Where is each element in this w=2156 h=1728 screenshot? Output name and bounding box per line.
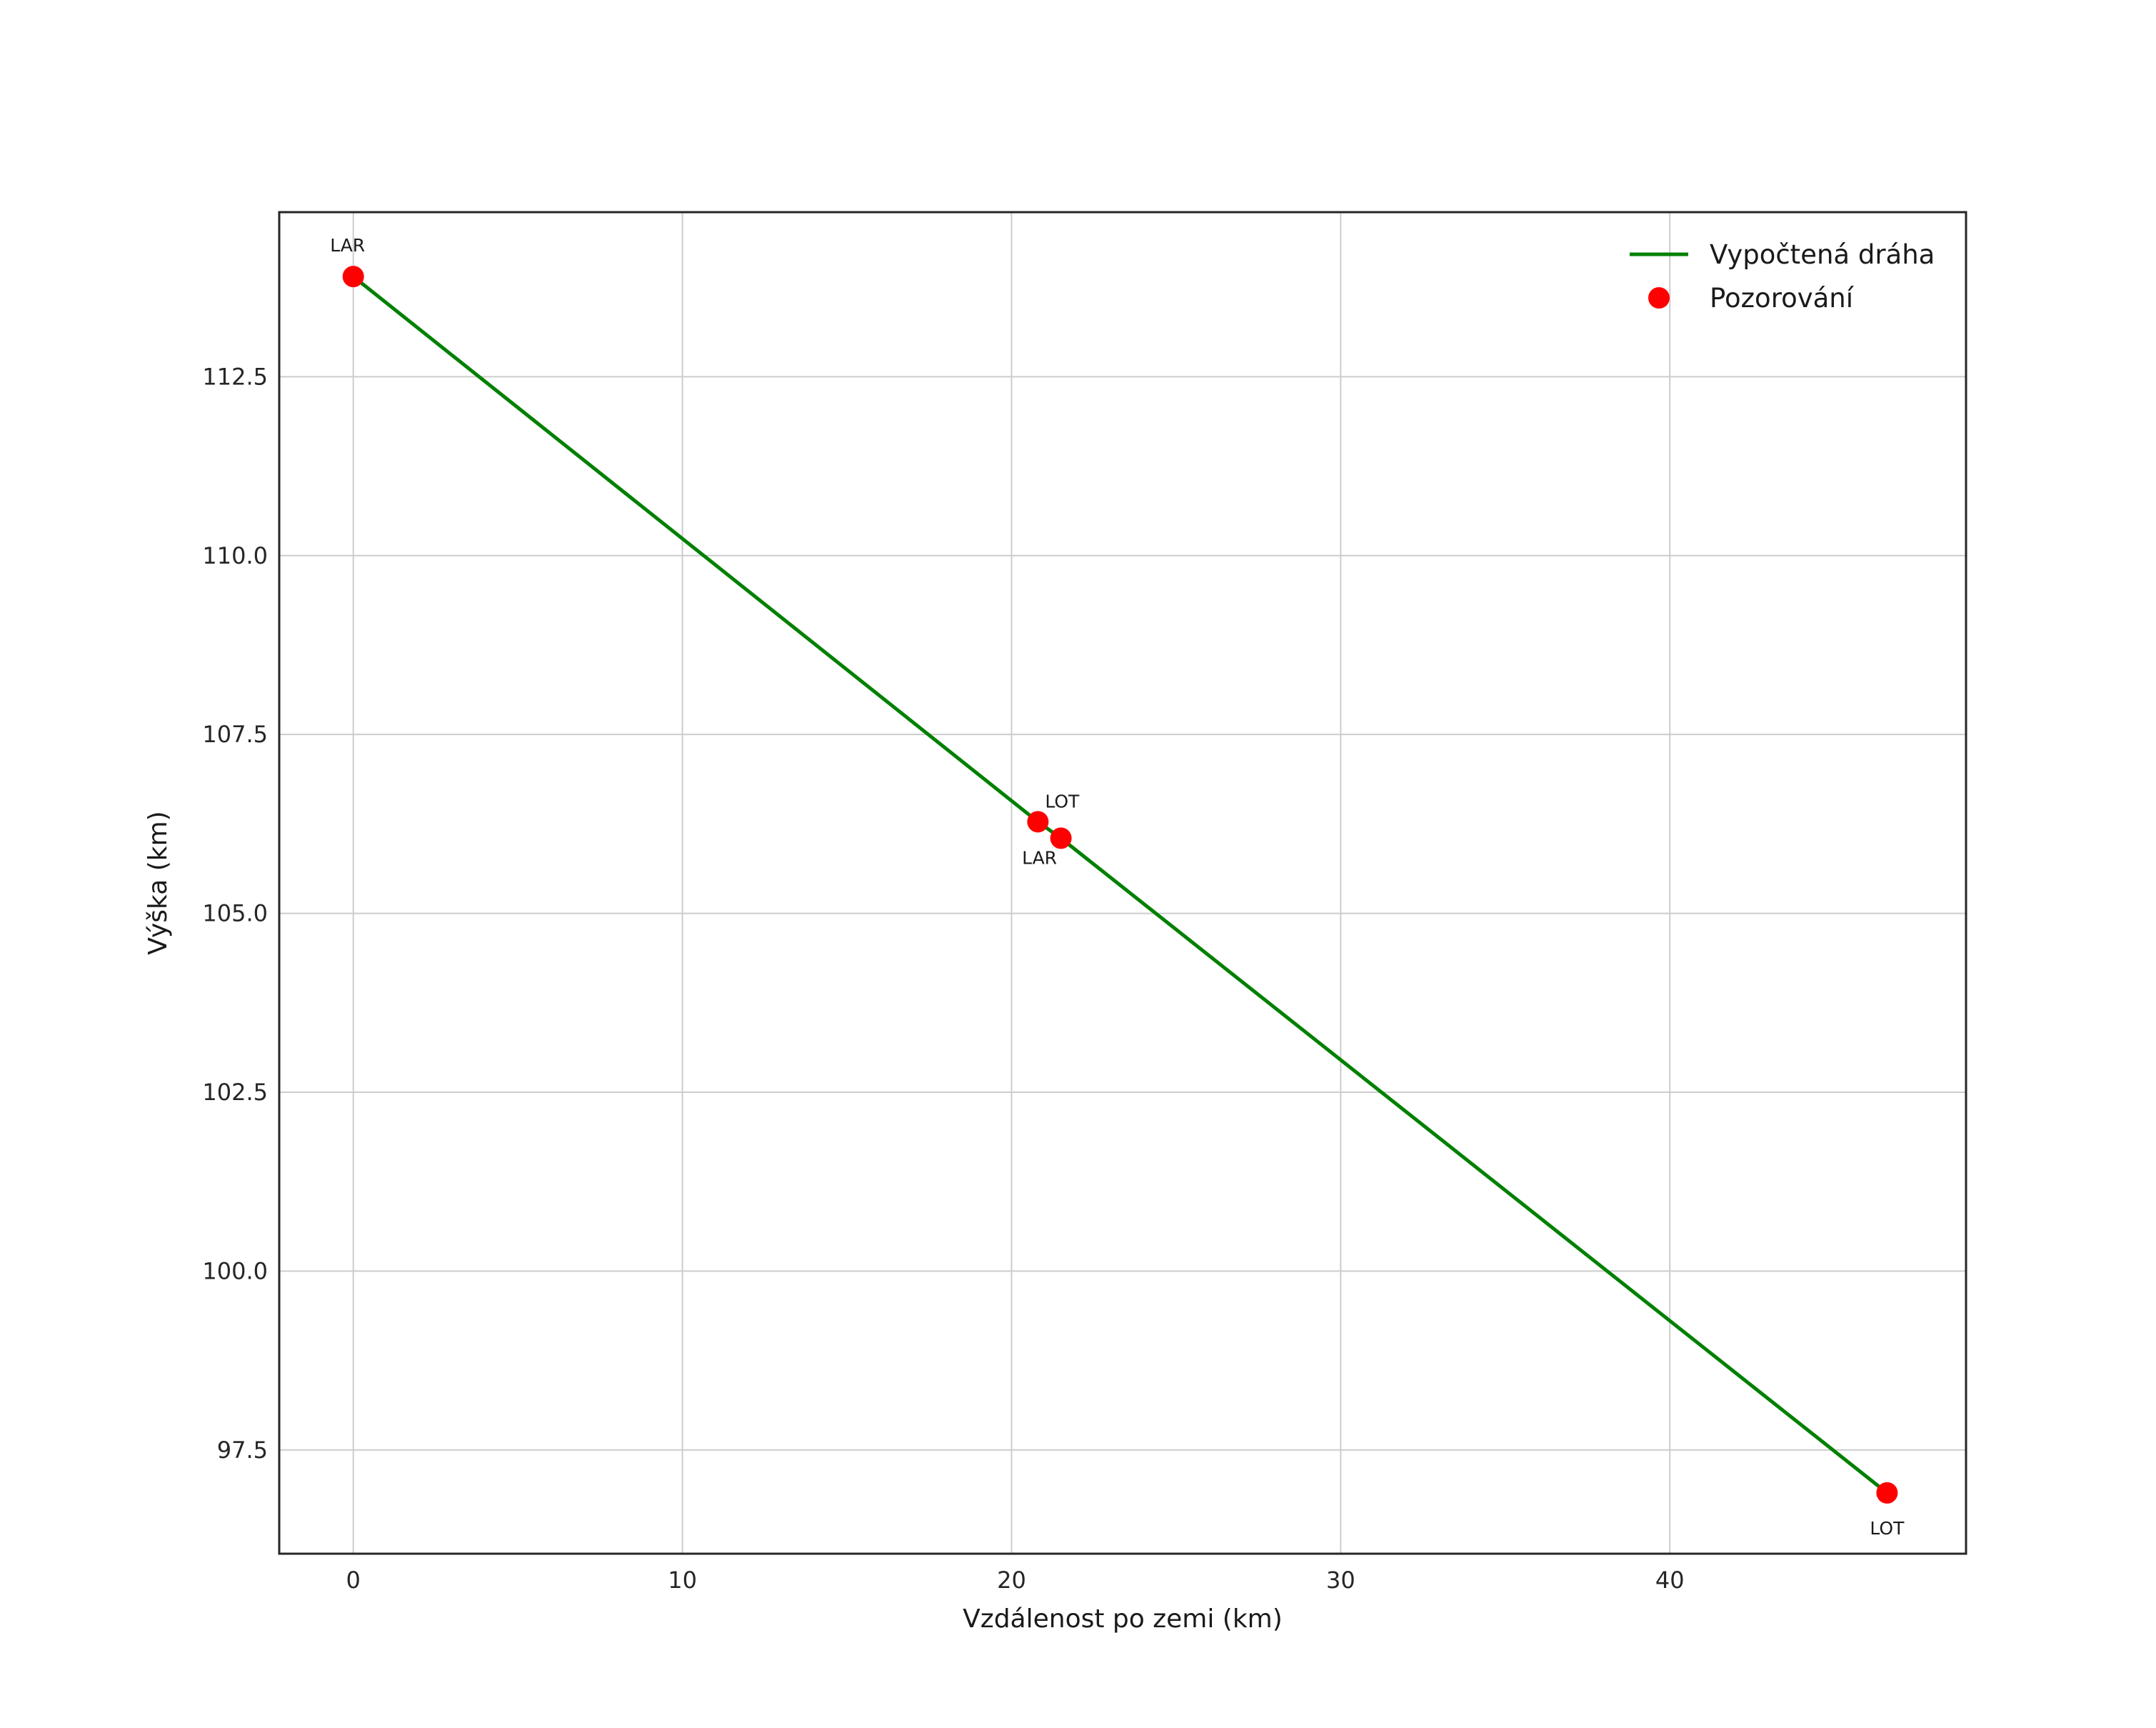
observation-marker (1050, 827, 1072, 849)
observation-marker (1027, 811, 1049, 833)
y-tick-label: 97.5 (217, 1437, 268, 1464)
legend: Vypočtená dráha Pozorování (1630, 239, 1935, 314)
x-tick-label: 40 (1655, 1567, 1685, 1594)
y-axis-label: Výška (km) (144, 811, 173, 954)
y-tick-label: 105.0 (202, 900, 268, 927)
observation-marker (1876, 1482, 1898, 1504)
x-tick-label: 10 (668, 1567, 697, 1594)
point-label: LOT (1870, 1518, 1905, 1539)
x-tick-label: 20 (997, 1567, 1026, 1594)
observation-marker (342, 266, 364, 288)
trajectory-line (351, 274, 1889, 1495)
legend-label: Vypočtená dráha (1710, 239, 1935, 270)
gridlines (279, 212, 1966, 1554)
point-label: LOT (1045, 791, 1080, 811)
legend-marker-swatch (1648, 287, 1670, 309)
point-label: LAR (330, 235, 365, 256)
y-tick-label: 102.5 (202, 1079, 268, 1106)
plot-background (279, 212, 1966, 1554)
y-tick-label: 107.5 (202, 721, 268, 748)
y-tick-label: 100.0 (202, 1257, 268, 1284)
x-tick-label: 0 (346, 1567, 361, 1594)
y-tick-label: 110.0 (202, 542, 268, 569)
y-tick-label: 112.5 (202, 363, 268, 390)
plot-border (278, 211, 1967, 1555)
observation-points (342, 266, 1898, 1504)
x-tick-label: 30 (1326, 1567, 1355, 1594)
point-label: LAR (1022, 847, 1057, 868)
x-axis-label: Vzdálenost po zemi (km) (963, 1604, 1283, 1634)
legend-label: Pozorování (1710, 283, 1855, 314)
